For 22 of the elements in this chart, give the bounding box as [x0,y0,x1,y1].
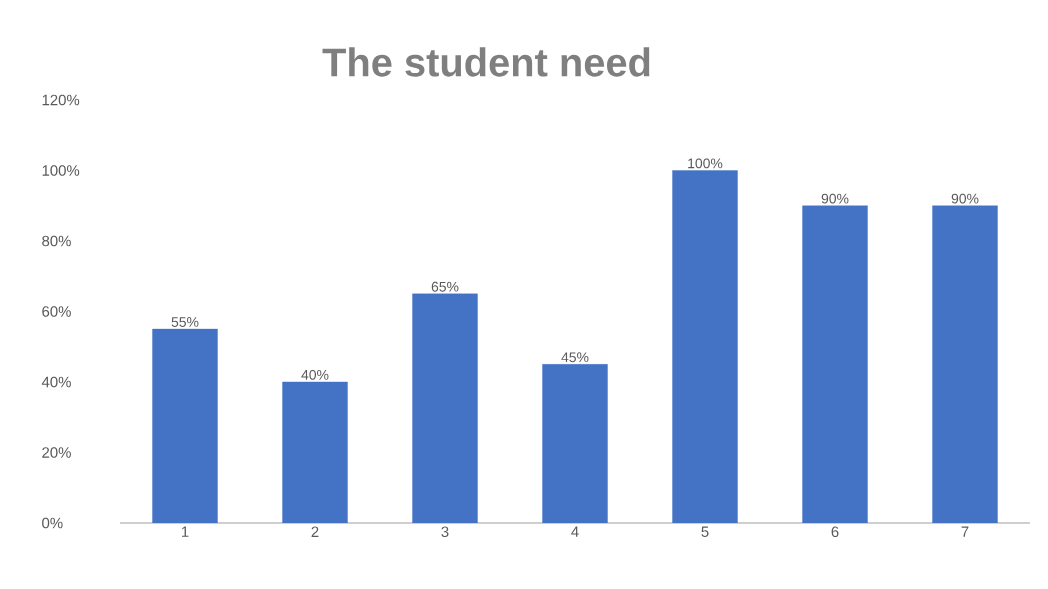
x-tick-label: 6 [831,526,839,538]
x-tick-label: 1 [181,526,189,537]
x-tick-label: 4 [571,526,579,537]
data-label: 65% [431,281,459,292]
y-tick-label: 100% [42,165,80,176]
y-tick-label: 20% [42,447,71,458]
chart-title: The student need [322,47,650,77]
y-tick-label: 120% [42,94,80,106]
y-tick-label: 80% [42,235,71,247]
data-label: 55% [171,317,199,327]
y-tick-label: 40% [41,376,71,388]
data-label: 90% [951,193,979,204]
y-tick-label: 60% [42,306,71,317]
data-label: 100% [688,158,723,169]
x-tick-label: 5 [701,526,709,537]
x-tick-label: 7 [961,526,969,537]
x-tick-label: 2 [311,526,319,537]
x-tick-label: 3 [441,526,449,538]
data-label: 45% [561,352,589,363]
data-label: 90% [821,193,849,204]
y-tick-label: 0% [42,517,63,529]
data-label: 40% [301,369,329,380]
